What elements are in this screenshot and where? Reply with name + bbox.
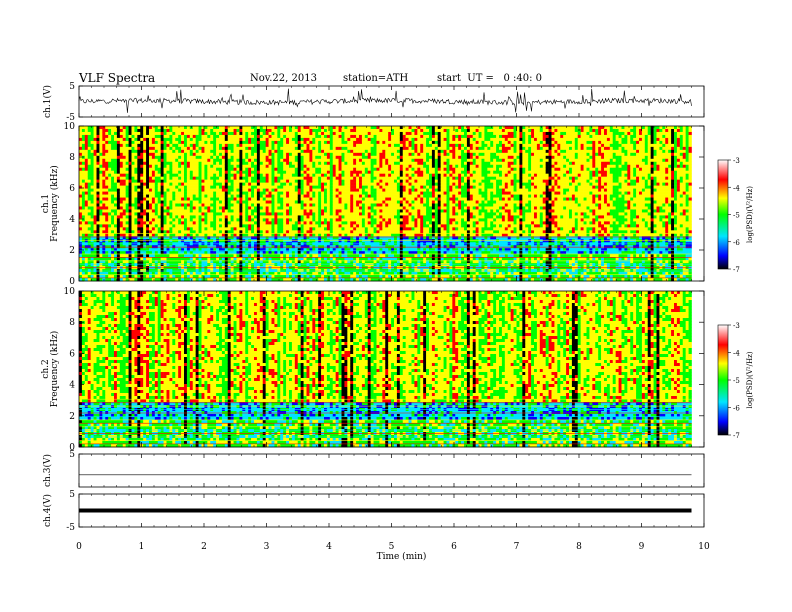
ch1-spectrogram-ytick-label: 10	[64, 122, 76, 132]
ch2-spectrogram-ytick-label: 4	[69, 381, 75, 391]
xtick-label: 5	[389, 542, 395, 552]
ch3-waveform-frame	[79, 454, 704, 487]
ch2-spectrogram-colorbar-tick-label: -3	[733, 322, 740, 330]
xaxis-label: Time (min)	[377, 551, 427, 562]
ch4-waveform-ytick-label: 5	[69, 490, 75, 500]
ch1-waveform-trace	[79, 89, 692, 113]
ch2-spectrogram-cells	[79, 291, 692, 447]
ch1-spectrogram-colorbar-label: log(PSD)(V²/Hz)	[746, 186, 754, 243]
ch2-spectrogram-colorbar-label: log(PSD)(V²/Hz)	[746, 351, 754, 408]
ch2-spectrogram-ylabel: Frequency (kHz)	[49, 331, 60, 408]
xtick-label: 6	[451, 542, 457, 552]
ch1-waveform-ytick-label: 5	[69, 82, 75, 92]
ch1-waveform-ylabel: ch.1(V)	[42, 85, 53, 118]
xtick-label: 1	[139, 542, 145, 552]
xtick-label: 0	[76, 542, 82, 552]
ch1-spectrogram-cells	[79, 126, 692, 281]
ch1-spectrogram-colorbar-tick-label: -6	[733, 239, 740, 247]
xtick-label: 8	[576, 542, 582, 552]
ch3-waveform-ytick-label: 5	[69, 450, 75, 460]
xtick-label: 2	[201, 542, 207, 552]
ch4-waveform-trace	[79, 509, 692, 513]
ch1-spectrogram-colorbar-tick-label: -7	[733, 266, 740, 274]
ch2-spectrogram-ytick-label: 8	[69, 318, 75, 328]
ch2-spectrogram-colorbar-tick-label: -7	[733, 432, 740, 440]
xtick-label: 7	[514, 542, 520, 552]
xtick-label: 9	[639, 542, 645, 552]
ch1-spectrogram-colorbar-tick-label: -3	[733, 157, 740, 165]
ch1-spectrogram-ylabel: Frequency (kHz)	[49, 165, 60, 242]
ch4-waveform-ylabel: ch.4(V)	[42, 494, 53, 527]
ch1-spectrogram-ytick-label: 4	[69, 215, 75, 225]
ch1-spectrogram-colorbar-tick-label: -5	[733, 212, 740, 220]
xtick-label: 10	[698, 542, 710, 552]
ch3-waveform-ylabel: ch.3(V)	[42, 454, 53, 487]
ch1-spectrogram-ytick-label: 0	[69, 277, 75, 287]
xtick-label: 4	[326, 542, 332, 552]
ch1-spectrogram-colorbar	[718, 160, 728, 269]
ch1-spectrogram-ytick-label: 8	[69, 153, 75, 163]
ch1-spectrogram-ytick-label: 2	[69, 246, 75, 256]
ch2-spectrogram-colorbar-tick-label: -6	[733, 405, 740, 413]
ch1-spectrogram-colorbar-tick-label: -4	[733, 184, 740, 192]
ch2-spectrogram-colorbar	[718, 325, 728, 435]
ch2-spectrogram-ytick-label: 10	[64, 287, 76, 297]
ch2-spectrogram-ytick-label: 2	[69, 412, 75, 422]
ch2-spectrogram-colorbar-tick-label: -4	[733, 350, 740, 358]
ch4-waveform-ytick-label: -5	[66, 523, 75, 533]
ch2-spectrogram-ytick-label: 6	[69, 349, 75, 359]
xtick-label: 3	[264, 542, 270, 552]
ch2-spectrogram-colorbar-tick-label: -5	[733, 377, 740, 385]
ch1-spectrogram-ytick-label: 6	[69, 184, 75, 194]
vlf-figure: 5-5ch.1(V)0246810ch.1 Frequency (kHz)-3-4…	[0, 0, 792, 612]
